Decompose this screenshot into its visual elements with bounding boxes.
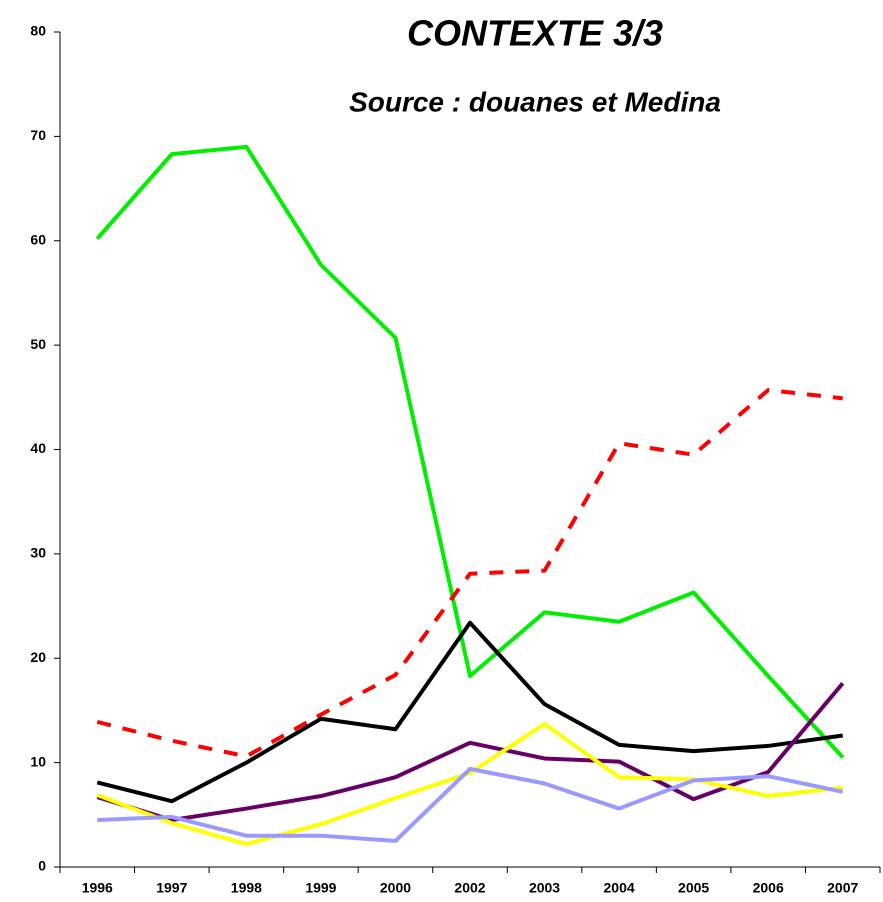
series-line <box>96 388 843 759</box>
y-tick-label: 30 <box>30 545 46 561</box>
x-tick-label: 2002 <box>454 880 485 896</box>
x-tick-label: 2003 <box>529 880 560 896</box>
y-tick-label: 50 <box>30 336 46 352</box>
x-tick-label: 2005 <box>678 880 709 896</box>
y-tick-label: 20 <box>30 649 46 665</box>
series-line <box>97 766 844 843</box>
x-tick-label: 2007 <box>827 880 858 896</box>
y-tick-label: 40 <box>30 440 46 456</box>
y-tick-label: 10 <box>30 753 46 769</box>
y-tick-label: 70 <box>30 127 46 143</box>
x-tick-label: 1997 <box>156 880 187 896</box>
x-tick-label: 1996 <box>82 880 113 896</box>
chart-title: CONTEXTE 3/3 <box>407 13 663 54</box>
x-tick-label: 2000 <box>380 880 411 896</box>
series-line <box>96 682 845 823</box>
y-tick-label: 60 <box>30 231 46 247</box>
y-tick-label: 0 <box>38 858 46 874</box>
series-line <box>95 144 845 759</box>
y-tick-label: 80 <box>30 23 46 39</box>
x-tick-label: 1998 <box>231 880 262 896</box>
series-line <box>96 620 844 804</box>
x-tick-label: 1999 <box>305 880 336 896</box>
chart-subtitle: Source : douanes et Medina <box>349 86 721 117</box>
x-tick-label: 2006 <box>753 880 784 896</box>
x-tick-label: 2004 <box>604 880 635 896</box>
series-line <box>96 722 843 847</box>
